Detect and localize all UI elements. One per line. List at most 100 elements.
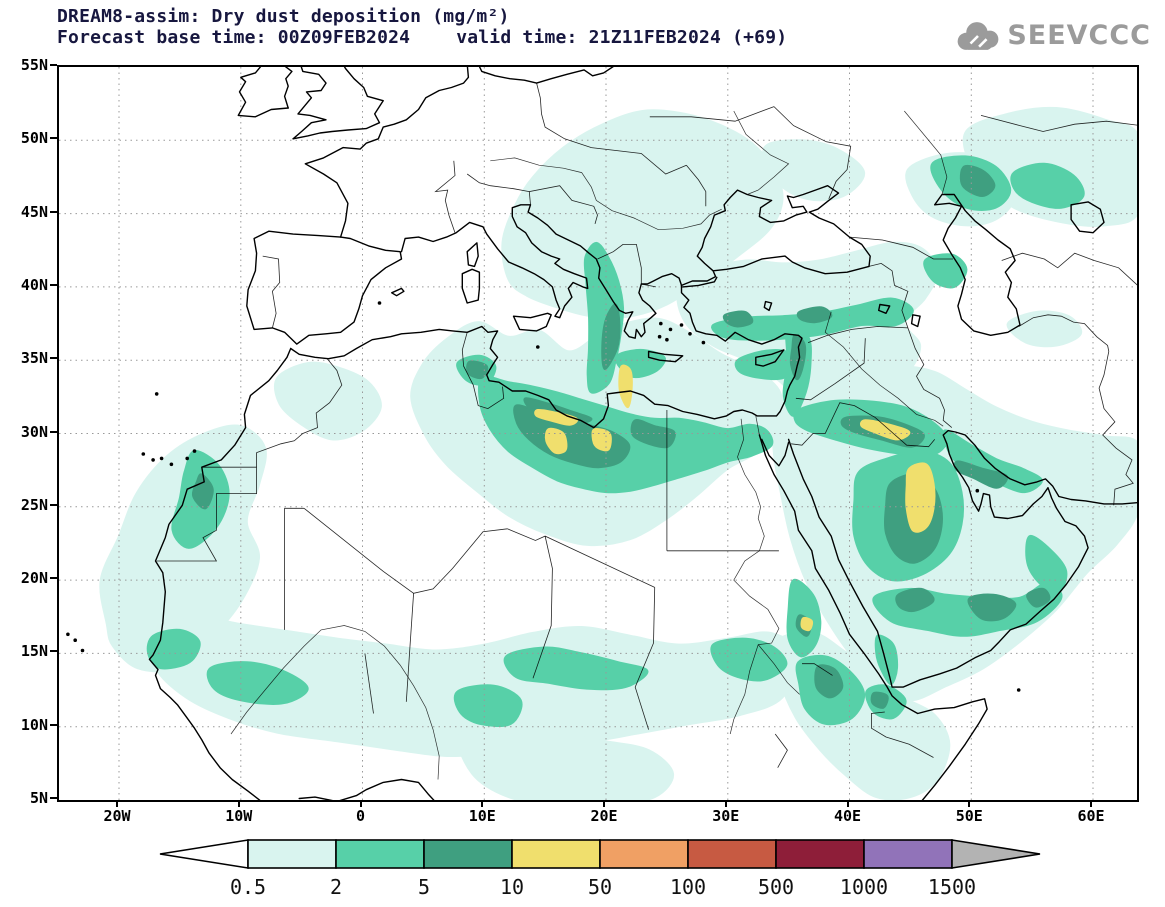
chart-title: DREAM8-assim: Dry dust deposition (mg/m²… (57, 6, 510, 27)
dust-region-level-4 (905, 462, 936, 533)
island-dot (688, 332, 692, 336)
coastline-path (1070, 201, 1105, 234)
dust-region-level-2 (710, 637, 788, 682)
lon-tick-mark (724, 800, 727, 807)
coastline-path (304, 63, 470, 238)
island-dot (159, 456, 164, 461)
island-dot (169, 462, 174, 467)
map-frame (57, 63, 1145, 828)
island-dot (185, 456, 189, 461)
coastline-path (148, 347, 292, 810)
lon-tick-mark (237, 800, 240, 807)
country-border-path (802, 663, 833, 676)
lat-tick-label: 20N (20, 569, 48, 588)
coastline-path (910, 314, 921, 328)
country-border-path (907, 327, 953, 428)
colorbar-level-label: 2 (330, 875, 342, 899)
coastline-path (290, 284, 803, 429)
coastline-path (680, 185, 871, 287)
country-border-path (284, 507, 305, 630)
lon-tick-label: 20W (103, 807, 131, 825)
lon-tick-label: 30E (712, 807, 740, 825)
chart-subtitle: Forecast base time: 00Z09FEB2024 valid ti… (57, 27, 787, 48)
island-dot (66, 632, 70, 637)
colorbar-under-arrow (159, 839, 249, 869)
coastline-path (391, 287, 405, 297)
coastline-path (292, 63, 327, 140)
coastline-path (400, 204, 683, 339)
lat-tick-mark (50, 503, 57, 506)
river-path (729, 644, 759, 735)
lat-tick-mark (50, 797, 57, 799)
coastline-path (682, 276, 718, 288)
colorbar-legend: 0.5 2 5 10 50 100 500 1000 1500 (148, 836, 1048, 900)
lon-tick-mark (846, 800, 849, 807)
dust-region-level-2 (206, 661, 309, 705)
lat-tick-mark (50, 577, 57, 580)
dust-region-level-2 (1025, 534, 1068, 594)
country-border-path (405, 593, 414, 702)
lon-tick-mark (1090, 800, 1092, 807)
country-border-path (791, 402, 936, 448)
lat-tick-label: 5N (29, 789, 48, 807)
colorbar-segment (511, 839, 601, 869)
river-path (755, 415, 760, 436)
country-border-path (528, 185, 598, 225)
country-border-path (507, 528, 655, 588)
lat-tick-label: 40N (20, 275, 48, 294)
country-border-path (156, 467, 257, 562)
dust-region-level-1 (457, 725, 675, 808)
lon-tick-label: 0 (355, 807, 366, 825)
island-dot (975, 488, 980, 493)
lon-tick-label: 10W (225, 807, 253, 825)
lat-tick-label: 10N (20, 715, 48, 734)
title-block: DREAM8-assim: Dry dust deposition (mg/m²… (57, 6, 787, 48)
dust-region-level-3 (959, 164, 996, 197)
forecast-base-label: Forecast base time: 00Z09FEB2024 (57, 27, 411, 48)
island-dot (665, 337, 669, 342)
dust-region-level-3 (870, 691, 889, 709)
country-border-path (634, 587, 656, 730)
coastline-path (787, 429, 1142, 688)
river-path (733, 418, 780, 645)
coastline-path (281, 63, 293, 109)
dust-region-level-4 (544, 427, 568, 455)
colorbar-level-label: 1000 (840, 875, 888, 899)
dust-region-level-3 (814, 664, 844, 699)
colorbar-segment (247, 839, 337, 869)
island-dot (192, 449, 197, 453)
valid-time-label: valid time: 21Z11FEB2024 (+69) (456, 27, 788, 48)
lat-tick-mark (50, 283, 57, 286)
country-border-path (795, 383, 836, 401)
colorbar-segment (687, 839, 777, 869)
river-path (757, 644, 800, 695)
lon-tick-label: 20E (590, 807, 618, 825)
colorbar-segment (863, 839, 953, 869)
river-path (824, 311, 944, 427)
dust-region-level-4 (800, 616, 814, 632)
colorbar-segment (335, 839, 425, 869)
country-border-path (461, 332, 505, 410)
lat-tick-mark (50, 210, 57, 213)
lon-tick-mark (968, 800, 971, 807)
colorbar-level-label: 10 (500, 875, 524, 899)
colorbar-level-label: 50 (588, 875, 612, 899)
country-border-path (834, 338, 866, 385)
colorbar-level-label: 100 (670, 875, 706, 899)
country-border-path (1098, 351, 1134, 506)
colorbar-over-arrow (951, 839, 1041, 869)
country-border-path (536, 83, 687, 175)
coastline-path (761, 438, 790, 467)
island-dot (151, 458, 155, 462)
country-border-path (774, 733, 788, 768)
island-dot (536, 345, 540, 349)
lat-tick-mark (50, 430, 57, 433)
coastline-path (647, 350, 684, 363)
country-border-path (871, 711, 934, 758)
country-border-path (364, 653, 374, 714)
country-border-path (532, 536, 553, 679)
dust-region-level-3 (796, 306, 833, 324)
lon-tick-label: 10E (468, 807, 496, 825)
coastline-path (763, 300, 773, 312)
lat-tick-mark (50, 723, 57, 726)
